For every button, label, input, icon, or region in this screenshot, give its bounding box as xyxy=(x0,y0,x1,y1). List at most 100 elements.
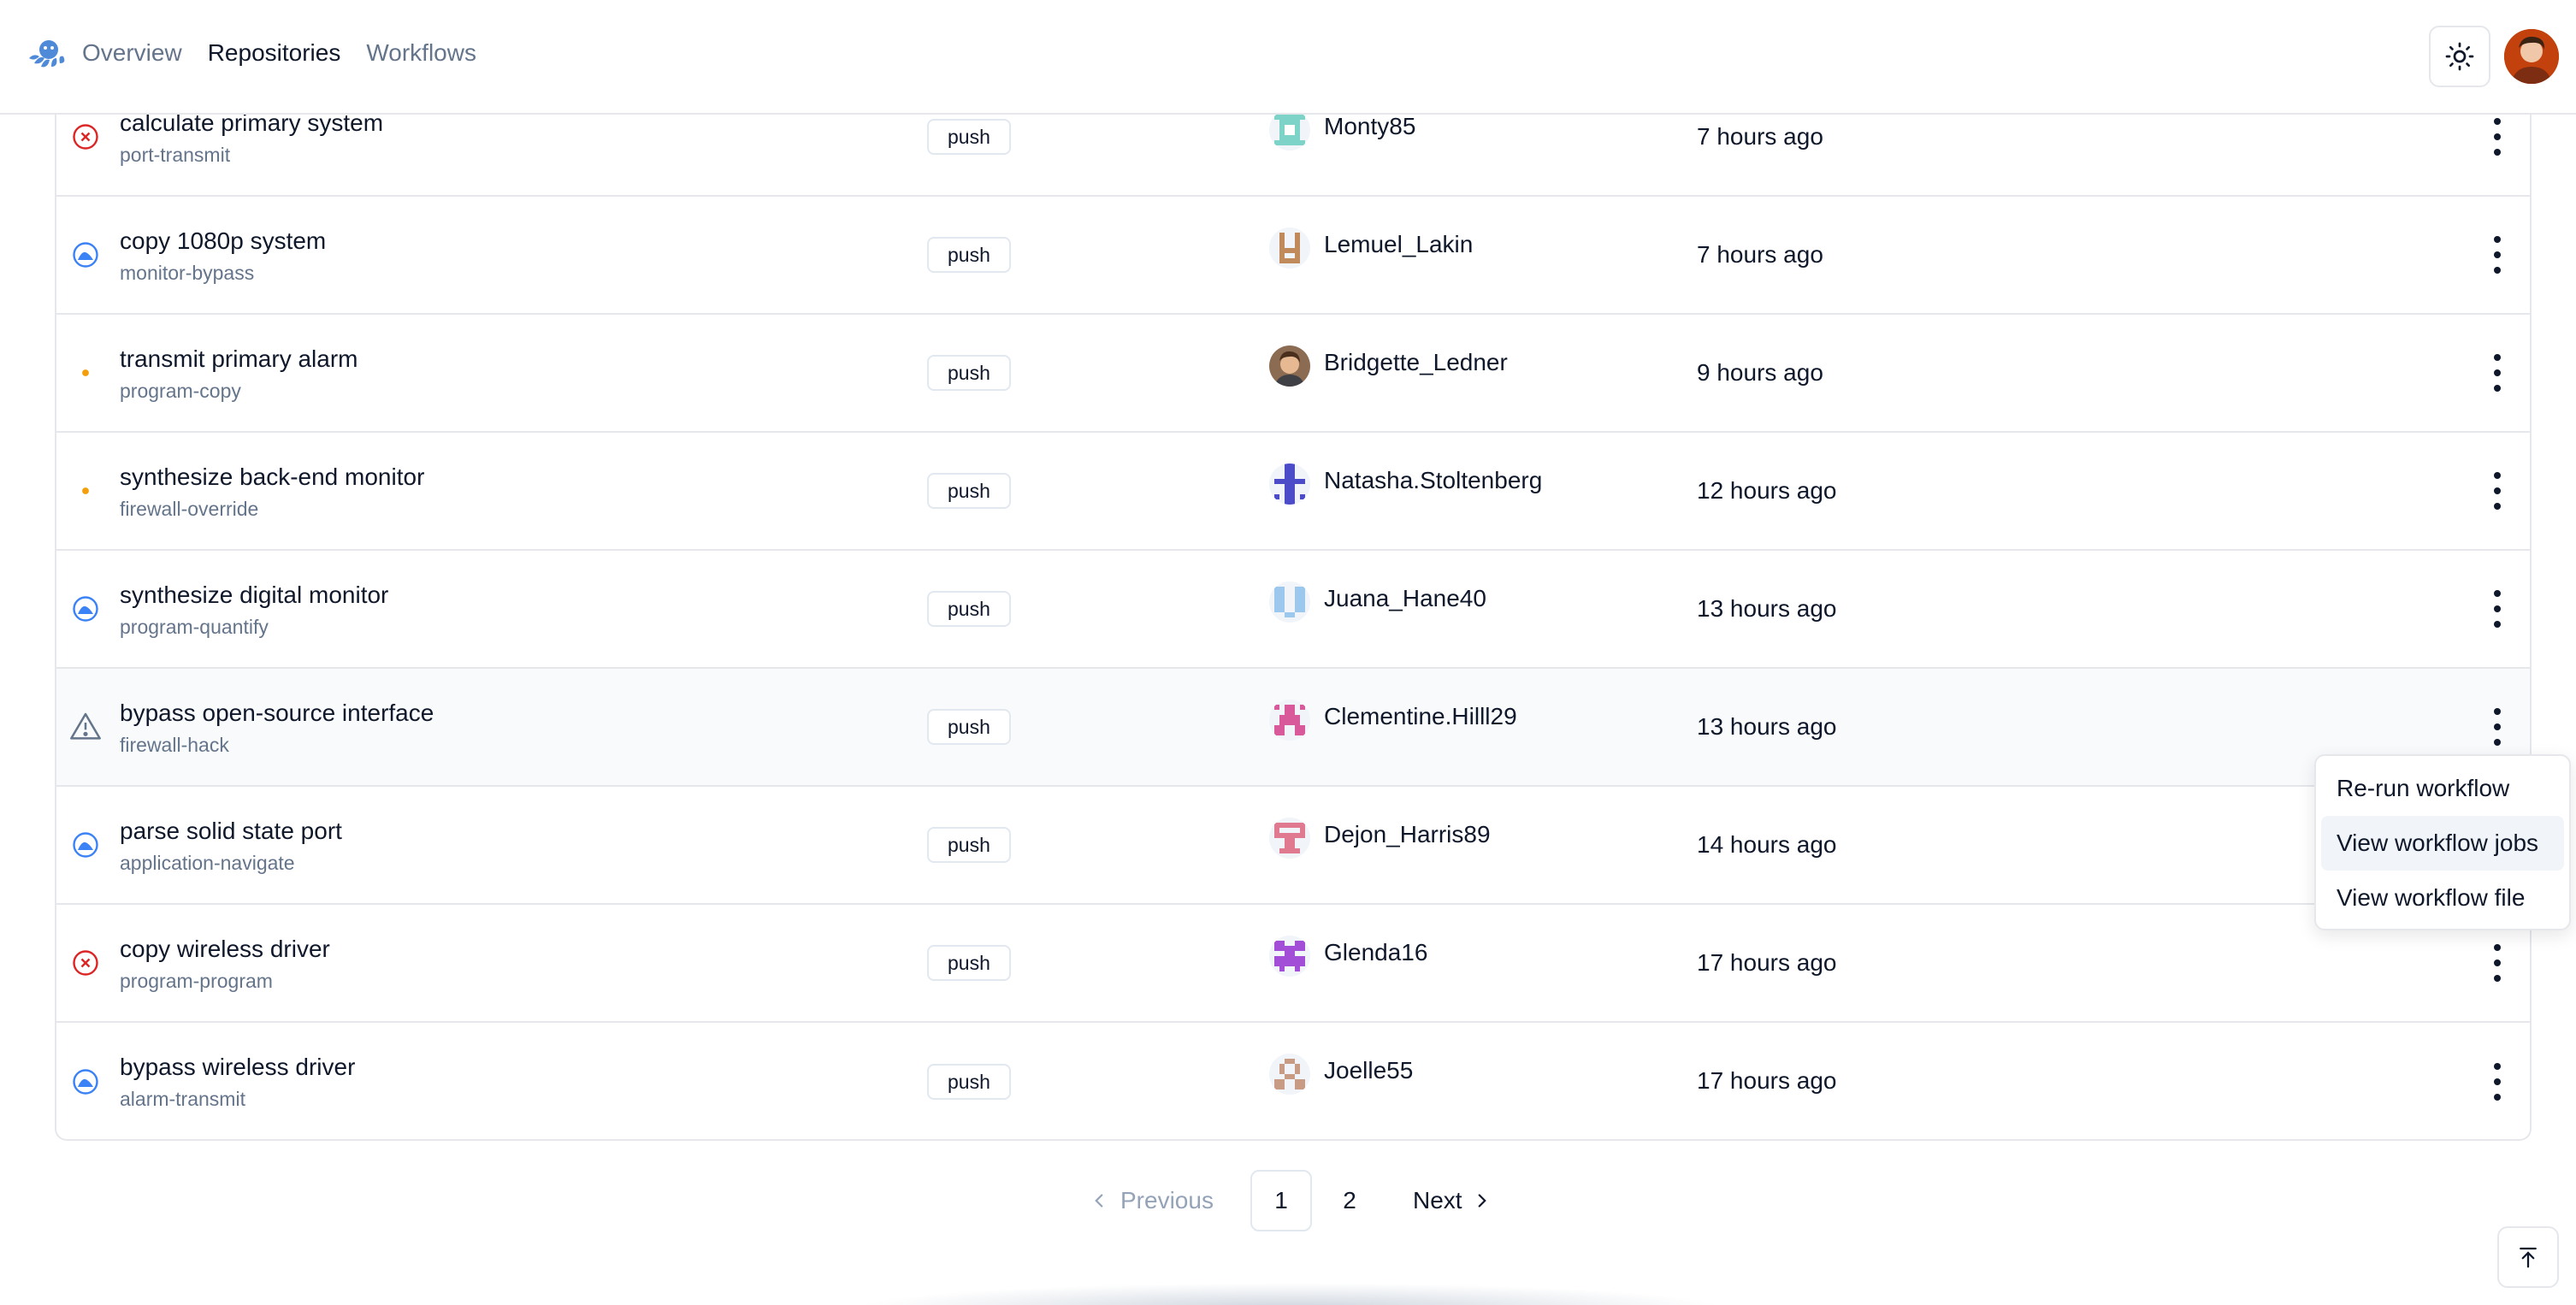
event-badge: push xyxy=(927,827,1011,863)
run-user: Bridgette_Ledner xyxy=(1324,349,1508,375)
octopus-logo-icon[interactable] xyxy=(26,38,68,72)
more-options-button[interactable] xyxy=(2480,351,2514,395)
next-page-button[interactable]: Next xyxy=(1413,1170,1493,1231)
avatar xyxy=(1269,464,1310,505)
event-badge: push xyxy=(927,237,1011,273)
scroll-to-top-button[interactable] xyxy=(2497,1226,2559,1288)
page-button-1[interactable]: 1 xyxy=(1250,1170,1312,1231)
user-avatar[interactable] xyxy=(2504,29,2559,84)
table-row[interactable]: bypass wireless driver alarm-transmit pu… xyxy=(56,1023,2530,1139)
run-branch: program-program xyxy=(120,970,273,992)
sun-icon xyxy=(2445,42,2474,71)
run-branch: application-navigate xyxy=(120,852,295,874)
run-time: 13 hours ago xyxy=(1697,595,1837,622)
failed-status-icon xyxy=(68,120,103,154)
pagination: Previous 1 2 Next xyxy=(0,1170,2576,1231)
run-title[interactable]: synthesize digital monitor xyxy=(120,582,389,608)
more-options-button[interactable] xyxy=(2480,587,2514,631)
chevron-right-icon xyxy=(1478,1194,1486,1208)
theme-toggle-button[interactable] xyxy=(2429,26,2490,87)
menu-item-view-workflow-file[interactable]: View workflow file xyxy=(2337,884,2526,911)
more-options-button[interactable] xyxy=(2480,941,2514,985)
event-badge: push xyxy=(927,119,1011,155)
run-title[interactable]: bypass open-source interface xyxy=(120,700,434,726)
avatar xyxy=(1269,936,1310,977)
avatar xyxy=(1269,582,1310,623)
run-title[interactable]: transmit primary alarm xyxy=(120,345,358,372)
more-options-button[interactable] xyxy=(2480,1060,2514,1104)
run-branch: program-copy xyxy=(120,380,241,402)
run-time: 13 hours ago xyxy=(1697,713,1837,740)
menu-item-view-workflow-jobs[interactable]: View workflow jobs xyxy=(2321,816,2564,871)
in-progress-status-icon xyxy=(68,238,103,272)
run-user: Monty85 xyxy=(1324,113,1416,139)
run-branch: monitor-bypass xyxy=(120,262,255,284)
event-badge: push xyxy=(927,1064,1011,1100)
run-branch: program-quantify xyxy=(120,616,269,638)
in-progress-status-icon xyxy=(68,828,103,862)
run-title[interactable]: synthesize back-end monitor xyxy=(120,464,425,490)
run-user: Glenda16 xyxy=(1324,939,1428,965)
next-label: Next xyxy=(1413,1187,1462,1213)
queued-status-icon xyxy=(68,356,103,390)
run-branch: firewall-override xyxy=(120,498,259,520)
run-title[interactable]: bypass wireless driver xyxy=(120,1054,356,1080)
run-time: 14 hours ago xyxy=(1697,831,1837,858)
top-navigation-bar: Overview Repositories Workflows xyxy=(0,0,2576,115)
table-row[interactable]: copy wireless driver program-program pus… xyxy=(56,905,2530,1023)
avatar xyxy=(1269,818,1310,859)
table-row[interactable]: synthesize digital monitor program-quant… xyxy=(56,551,2530,669)
event-badge: push xyxy=(927,709,1011,745)
table-row[interactable]: parse solid state port application-navig… xyxy=(56,787,2530,905)
more-options-button[interactable] xyxy=(2480,469,2514,513)
table-row[interactable]: transmit primary alarm program-copy push… xyxy=(56,315,2530,433)
run-time: 17 hours ago xyxy=(1697,1067,1837,1094)
arrow-up-to-line-icon xyxy=(2520,1247,2537,1268)
avatar xyxy=(1269,109,1310,151)
run-branch: alarm-transmit xyxy=(120,1088,245,1110)
more-options-button[interactable] xyxy=(2480,115,2514,159)
run-user: Clementine.Hilll29 xyxy=(1324,703,1517,729)
run-time: 9 hours ago xyxy=(1697,359,1823,386)
workflow-runs-table: calculate primary system port-transmit p… xyxy=(55,79,2532,1141)
in-progress-status-icon xyxy=(68,592,103,626)
run-time: 7 hours ago xyxy=(1697,123,1823,150)
event-badge: push xyxy=(927,591,1011,627)
bottom-shadow xyxy=(855,1283,1728,1305)
previous-page-button[interactable]: Previous xyxy=(1088,1170,1214,1231)
run-time: 12 hours ago xyxy=(1697,477,1837,504)
more-options-button[interactable] xyxy=(2480,233,2514,277)
page-button-2[interactable]: 2 xyxy=(1343,1187,1356,1213)
avatar xyxy=(1269,345,1310,387)
avatar xyxy=(1269,227,1310,269)
queued-status-icon xyxy=(68,474,103,508)
nav-workflows[interactable]: Workflows xyxy=(366,39,476,66)
run-user: Dejon_Harris89 xyxy=(1324,821,1491,847)
event-badge: push xyxy=(927,473,1011,509)
run-title[interactable]: copy 1080p system xyxy=(120,227,327,254)
in-progress-status-icon xyxy=(68,1065,103,1099)
event-badge: push xyxy=(927,355,1011,391)
run-title[interactable]: copy wireless driver xyxy=(120,936,330,962)
table-row[interactable]: synthesize back-end monitor firewall-ove… xyxy=(56,433,2530,551)
run-time: 17 hours ago xyxy=(1697,949,1837,976)
run-branch: firewall-hack xyxy=(120,734,229,756)
run-user: Joelle55 xyxy=(1324,1057,1414,1084)
run-branch: port-transmit xyxy=(120,144,231,166)
run-user: Juana_Hane40 xyxy=(1324,585,1486,611)
table-row[interactable]: copy 1080p system monitor-bypass push Le… xyxy=(56,197,2530,315)
previous-label: Previous xyxy=(1120,1187,1214,1213)
row-actions-menu: Re-run workflow View workflow jobs View … xyxy=(2314,754,2571,930)
run-title[interactable]: parse solid state port xyxy=(120,818,342,844)
run-user: Natasha.Stoltenberg xyxy=(1324,467,1543,493)
run-user: Lemuel_Lakin xyxy=(1324,231,1474,257)
nav-repositories[interactable]: Repositories xyxy=(207,39,341,66)
chevron-left-icon xyxy=(1095,1194,1103,1208)
avatar xyxy=(1269,700,1310,741)
more-options-button[interactable] xyxy=(2480,705,2514,749)
menu-item-rerun-workflow[interactable]: Re-run workflow xyxy=(2337,775,2510,801)
table-row[interactable]: bypass open-source interface firewall-ha… xyxy=(56,669,2530,787)
avatar xyxy=(1269,1054,1310,1095)
nav-overview[interactable]: Overview xyxy=(82,39,182,66)
event-badge: push xyxy=(927,945,1011,981)
